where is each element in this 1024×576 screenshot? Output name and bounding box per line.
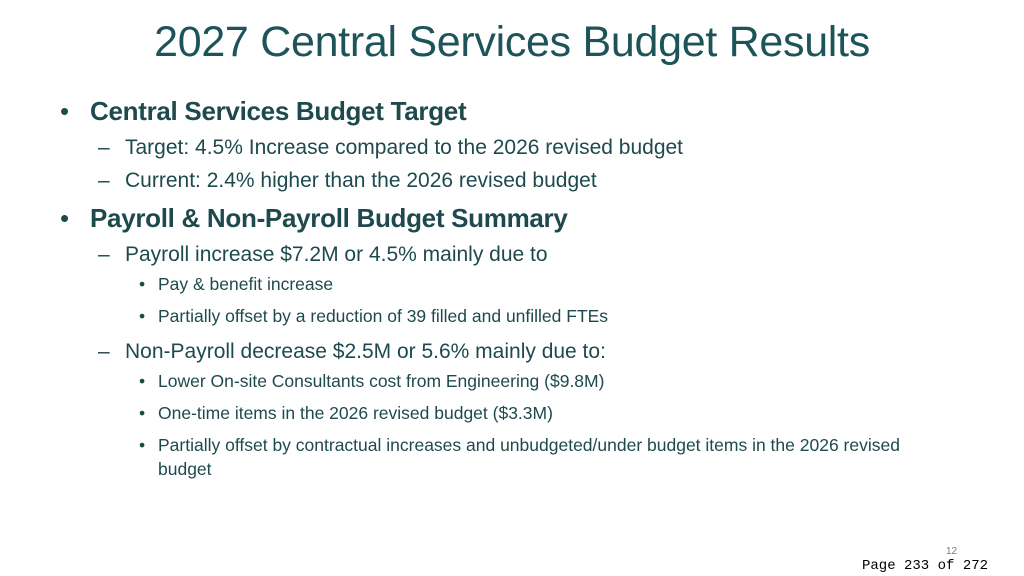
- sub-list-item-text: Partially offset by a reduction of 39 fi…: [158, 306, 609, 326]
- sub-list-item: • One-time items in the 2026 revised bud…: [58, 401, 958, 425]
- list-item-text: Current: 2.4% higher than the 2026 revis…: [125, 169, 597, 192]
- dash-marker: –: [98, 243, 110, 266]
- slide-title: 2027 Central Services Budget Results: [154, 18, 870, 66]
- bullet-marker: •: [139, 371, 146, 391]
- list-item: – Current: 2.4% higher than the 2026 rev…: [58, 165, 988, 196]
- dash-marker: –: [98, 340, 110, 363]
- sub-list-item-text: Partially offset by contractual increase…: [158, 435, 900, 479]
- section-heading-budget-target: • Central Services Budget Target: [58, 93, 988, 129]
- list-item-text: Non-Payroll decrease $2.5M or 5.6% mainl…: [125, 340, 606, 363]
- bullet-marker: •: [60, 203, 69, 233]
- dash-marker: –: [98, 136, 110, 159]
- bullet-marker: •: [139, 403, 146, 423]
- dash-marker: –: [98, 169, 110, 192]
- bullet-marker: •: [139, 435, 146, 455]
- list-item-text: Target: 4.5% Increase compared to the 20…: [125, 136, 684, 159]
- page-counter: Page 233 of 272: [862, 558, 989, 574]
- sub-list-item: • Partially offset by contractual increa…: [58, 433, 958, 481]
- sub-list-item: • Partially offset by a reduction of 39 …: [58, 304, 958, 328]
- section-heading-text: Payroll & Non-Payroll Budget Summary: [90, 203, 568, 233]
- section-heading-text: Central Services Budget Target: [90, 96, 467, 126]
- bullet-marker: •: [60, 96, 69, 126]
- sub-list-item-text: Lower On-site Consultants cost from Engi…: [158, 371, 605, 391]
- bullet-marker: •: [139, 306, 146, 326]
- list-item: – Non-Payroll decrease $2.5M or 5.6% mai…: [58, 336, 988, 367]
- list-item: – Target: 4.5% Increase compared to the …: [58, 132, 988, 163]
- section-heading-budget-summary: • Payroll & Non-Payroll Budget Summary: [58, 200, 988, 236]
- slide-content: • Central Services Budget Target – Targe…: [58, 93, 988, 481]
- sub-list-item: • Pay & benefit increase: [58, 272, 958, 296]
- list-item: – Payroll increase $7.2M or 4.5% mainly …: [58, 239, 988, 270]
- slide-number: 12: [946, 546, 958, 557]
- list-item-text: Payroll increase $7.2M or 4.5% mainly du…: [125, 243, 548, 266]
- sub-list-item-text: One-time items in the 2026 revised budge…: [158, 403, 553, 423]
- bullet-marker: •: [139, 274, 146, 294]
- sub-list-item: • Lower On-site Consultants cost from En…: [58, 369, 958, 393]
- sub-list-item-text: Pay & benefit increase: [158, 274, 334, 294]
